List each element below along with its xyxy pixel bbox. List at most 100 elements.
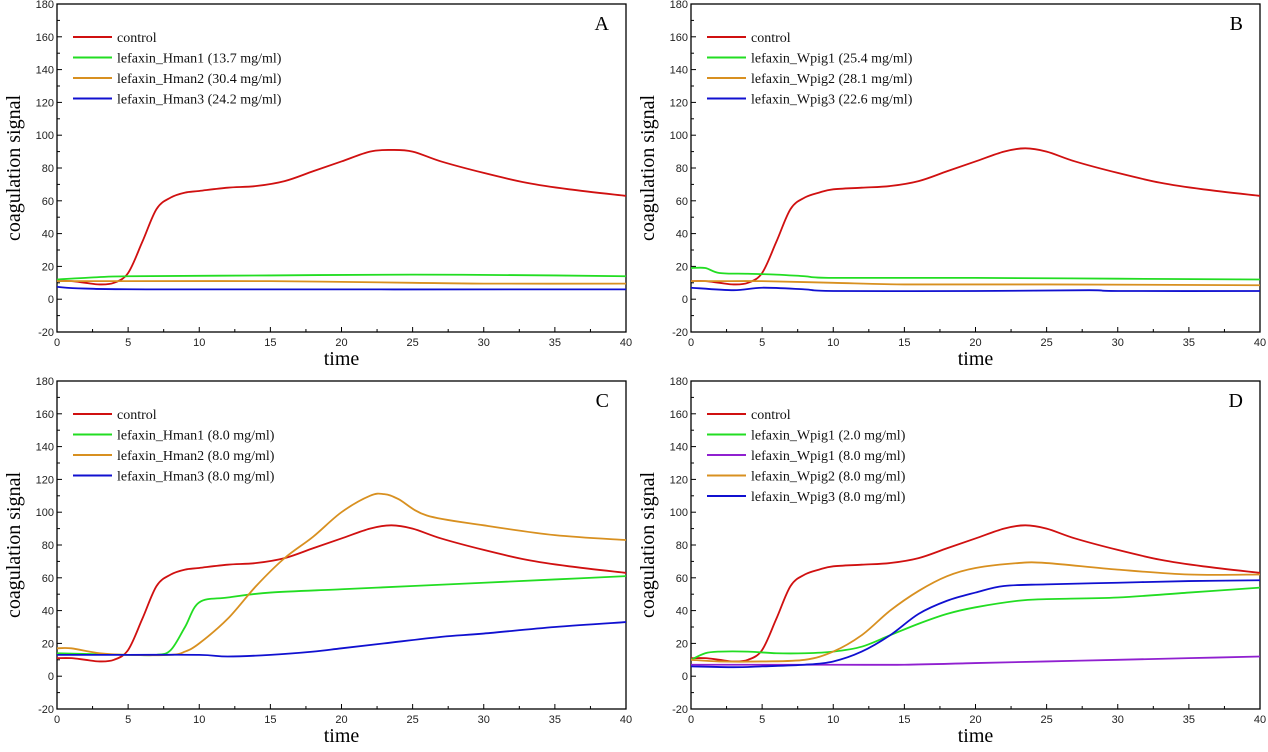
x-tick-label: 30	[1112, 337, 1124, 349]
x-tick-label: 25	[407, 714, 419, 726]
series-line-0	[691, 524, 1260, 663]
x-tick-label: 40	[1254, 714, 1266, 726]
y-tick-label: 180	[670, 0, 688, 11]
panel-label: B	[1230, 13, 1243, 35]
y-tick-label: 140	[36, 442, 54, 454]
legend-entry: lefaxin_Hman1 (8.0 mg/ml)	[117, 429, 275, 444]
x-tick-label: 35	[549, 714, 561, 726]
x-tick-label: 40	[1254, 337, 1266, 349]
y-tick-label: 120	[36, 474, 54, 486]
x-tick-label: 35	[1183, 337, 1195, 349]
x-tick-label: 15	[264, 337, 276, 349]
y-tick-label: -20	[672, 704, 688, 716]
y-tick-label: 20	[676, 638, 688, 650]
y-tick-label: 140	[36, 65, 54, 77]
x-tick-label: 0	[54, 337, 60, 349]
y-tick-label: 40	[42, 229, 54, 241]
panel-label: D	[1229, 390, 1243, 412]
y-tick-label: 160	[36, 409, 54, 421]
x-tick-label: 10	[193, 714, 205, 726]
series-line-2	[57, 492, 626, 657]
x-tick-label: 5	[125, 714, 131, 726]
x-tick-label: 5	[125, 337, 131, 349]
y-tick-label: 40	[676, 606, 688, 618]
y-tick-label: 60	[42, 196, 54, 208]
y-tick-label: 80	[676, 163, 688, 175]
x-tick-label: 10	[193, 337, 205, 349]
x-tick-label: 0	[54, 714, 60, 726]
y-tick-label: 20	[42, 638, 54, 650]
y-tick-label: 120	[670, 474, 688, 486]
y-tick-label: 120	[36, 97, 54, 109]
y-tick-label: -20	[38, 704, 54, 716]
series-line-1	[57, 575, 626, 657]
legend-entry: control	[117, 408, 157, 423]
x-tick-label: 25	[1041, 714, 1053, 726]
y-tick-label: 80	[42, 540, 54, 552]
series-line-0	[57, 149, 626, 286]
series-line-0	[57, 524, 626, 663]
y-tick-label: -20	[672, 327, 688, 339]
y-tick-label: 100	[670, 507, 688, 519]
y-axis-label: coagulation signal	[3, 472, 25, 619]
series-line-3	[691, 561, 1260, 663]
series-line-3	[57, 621, 626, 658]
x-tick-label: 5	[759, 337, 765, 349]
x-axis-label: time	[958, 725, 994, 747]
legend-entry: lefaxin_Hman2 (8.0 mg/ml)	[117, 449, 275, 464]
y-tick-label: 20	[676, 261, 688, 273]
y-tick-label: 100	[670, 130, 688, 142]
y-tick-label: 20	[42, 261, 54, 273]
legend-entry: lefaxin_Wpig2 (28.1 mg/ml)	[751, 72, 913, 87]
x-tick-label: 15	[898, 337, 910, 349]
y-tick-label: 100	[36, 130, 54, 142]
legend-entry: lefaxin_Wpig1 (2.0 mg/ml)	[751, 429, 906, 444]
x-tick-label: 20	[335, 714, 347, 726]
x-tick-label: 20	[969, 714, 981, 726]
y-tick-label: 120	[670, 97, 688, 109]
x-tick-label: 0	[688, 337, 694, 349]
y-tick-label: 180	[36, 376, 54, 388]
legend-entry: lefaxin_Wpig3 (22.6 mg/ml)	[751, 93, 913, 108]
series-line-0	[691, 147, 1260, 286]
y-tick-label: 40	[42, 606, 54, 618]
y-tick-label: 60	[676, 196, 688, 208]
legend-entry: control	[751, 31, 791, 46]
legend-entry: lefaxin_Wpig1 (25.4 mg/ml)	[751, 52, 913, 67]
y-tick-label: 40	[676, 229, 688, 241]
x-tick-label: 10	[827, 337, 839, 349]
x-tick-label: 15	[898, 714, 910, 726]
x-axis-label: time	[324, 725, 360, 747]
legend-entry: lefaxin_Wpig3 (8.0 mg/ml)	[751, 490, 906, 505]
y-tick-label: 160	[670, 32, 688, 44]
x-tick-label: 30	[478, 714, 490, 726]
y-tick-label: 180	[36, 0, 54, 11]
x-tick-label: 20	[335, 337, 347, 349]
y-axis-label: coagulation signal	[3, 95, 25, 242]
series-line-2	[691, 280, 1260, 287]
panel-label: A	[595, 13, 610, 35]
x-tick-label: 20	[969, 337, 981, 349]
x-tick-label: 35	[1183, 714, 1195, 726]
y-tick-label: 60	[42, 573, 54, 585]
y-tick-label: 0	[682, 671, 688, 683]
series-line-1	[691, 266, 1260, 281]
x-axis-label: time	[958, 348, 994, 370]
legend-entry: lefaxin_Hman3 (24.2 mg/ml)	[117, 93, 282, 108]
x-tick-label: 5	[759, 714, 765, 726]
y-tick-label: 180	[670, 376, 688, 388]
x-tick-label: 15	[264, 714, 276, 726]
legend-entry: control	[117, 31, 157, 46]
y-tick-label: 100	[36, 507, 54, 519]
legend-entry: lefaxin_Hman2 (30.4 mg/ml)	[117, 72, 282, 87]
series-line-3	[57, 286, 626, 291]
x-tick-label: 10	[827, 714, 839, 726]
series-line-1	[691, 586, 1260, 661]
legend-entry: lefaxin_Hman3 (8.0 mg/ml)	[117, 470, 275, 485]
y-tick-label: 160	[670, 409, 688, 421]
x-tick-label: 40	[620, 714, 632, 726]
